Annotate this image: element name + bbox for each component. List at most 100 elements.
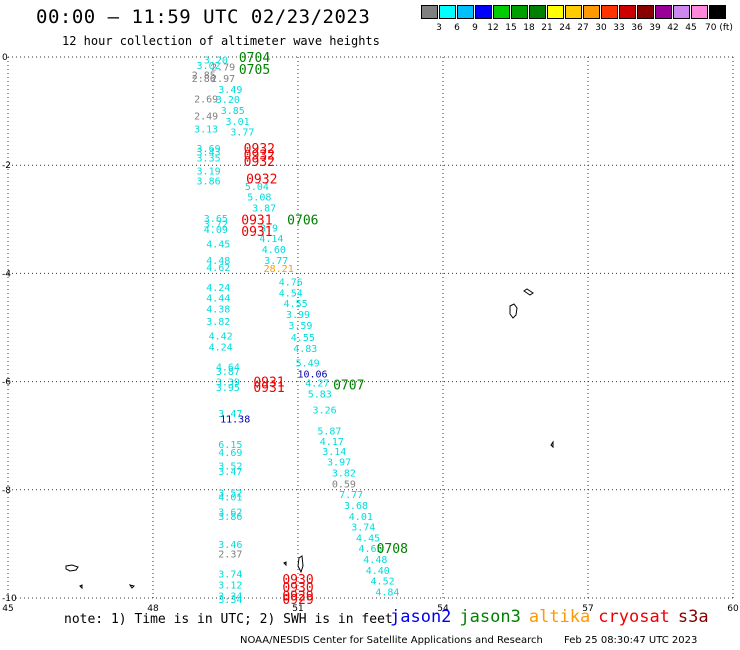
y-tick-label: -2 [2, 161, 11, 171]
wave-height-value: 4.69 [218, 448, 242, 459]
wave-height-value: 5.04 [245, 182, 269, 193]
island-small-2 [128, 584, 135, 589]
colorbar-label: 42 [667, 23, 679, 33]
wave-height-value: 4.83 [293, 344, 317, 355]
colorbar-swatch [691, 5, 708, 19]
wave-height-value: 10.06 [297, 369, 327, 380]
colorbar-label: 3 [436, 23, 442, 33]
wave-height-value: 11.38 [220, 414, 250, 425]
wave-height-value: 4.01 [218, 492, 242, 503]
colorbar-label: 45 [685, 23, 697, 33]
wave-height-value: 3.13 [194, 124, 218, 135]
colorbar-swatch [493, 5, 510, 19]
legend-jason2: jason2 [390, 607, 452, 627]
pass-time-label: 0932 [246, 173, 277, 188]
y-tick-label: 0 [2, 53, 8, 63]
wave-height-value: 5.87 [317, 426, 341, 437]
pass-time-label: 0932 [244, 148, 275, 163]
wave-height-value: 3.85 [221, 106, 245, 117]
wave-height-value: 4.55 [291, 333, 315, 344]
satellite-legend: jason2 jason3 altika cryosat s3a [390, 607, 717, 627]
wave-height-value: 3.35 [197, 154, 221, 165]
y-tick-label: -10 [2, 594, 17, 604]
wave-height-value: 4.48 [363, 555, 387, 566]
wave-height-value: 4.24 [206, 283, 230, 294]
legend-cryosat: cryosat [598, 607, 670, 627]
island-small-3 [283, 561, 287, 567]
colorbar-swatch [529, 5, 546, 19]
coastline-islands [65, 288, 554, 590]
x-tick-label: 60 [727, 604, 739, 614]
x-tick-label: 57 [582, 604, 593, 614]
colorbar-swatch [601, 5, 618, 19]
pass-time-label: 0932 [244, 142, 275, 157]
wave-height-value: 3.34 [218, 595, 242, 606]
colorbar-label: 12 [487, 23, 499, 33]
wave-height-value: 4.52 [371, 577, 395, 588]
colorbar-label: 36 [631, 23, 643, 33]
colorbar-swatch [511, 5, 528, 19]
wave-height-value: 4.24 [209, 342, 233, 353]
map-grid [7, 56, 734, 599]
colorbar-label: 15 [505, 23, 517, 33]
y-tick-label: -8 [2, 486, 11, 496]
wave-height-value: 5.08 [247, 193, 271, 204]
pass-time-label: 0929 [282, 589, 313, 604]
wave-height-value: 4.54 [279, 288, 303, 299]
wave-height-value: 3.77 [230, 128, 254, 139]
colorbar-swatch [421, 5, 438, 19]
x-tick-label: 54 [437, 604, 449, 614]
wave-height-value: 3.86 [197, 176, 221, 187]
wave-height-value: 2.69 [194, 95, 218, 106]
colorbar-label: 33 [613, 23, 625, 33]
wave-height-value: 3.9 [260, 223, 278, 234]
wave-height-value: 2.49 [194, 111, 218, 122]
wave-height-value: 3.87 [216, 367, 240, 378]
colorbar-label: 39 [649, 23, 661, 33]
wave-height-value: 4.76 [279, 278, 303, 289]
wave-height-value: 4.62 [206, 263, 230, 274]
colorbar-swatch [457, 5, 474, 19]
wave-height-value: 4.09 [204, 225, 228, 236]
wave-height-value: 3.19 [197, 167, 221, 178]
credit-timestamp: Feb 25 08:30:47 UTC 2023 [564, 635, 698, 646]
wave-height-value: 4.48 [206, 256, 230, 267]
colorbar-swatch [637, 5, 654, 19]
wave-height-value: 3.49 [218, 85, 242, 96]
pass-time-label: 0930 [282, 581, 313, 596]
wave-height-value: 4.84 [375, 588, 399, 599]
x-tick-label: 45 [2, 604, 13, 614]
island-seychelles-mahe [509, 303, 518, 319]
pass-time-label: 0708 [377, 542, 408, 557]
wave-height-value: 4.55 [284, 299, 308, 310]
colorbar-swatch [565, 5, 582, 19]
wave-height-value: 3.68 [344, 501, 368, 512]
colorbar-label: 27 [577, 23, 589, 33]
wave-height-value: 3.43 [197, 148, 221, 159]
colorbar-label: 18 [523, 23, 535, 33]
satellite-pass-times: 0704070509320932093209320931093107060931… [239, 51, 408, 608]
wave-height-value: 4.60 [262, 245, 286, 256]
colorbar-label: 30 [595, 23, 607, 33]
island-agalega [550, 440, 554, 449]
colorbar-swatch [655, 5, 672, 19]
island-aldabra [65, 564, 79, 572]
wave-height-value: 6.15 [218, 440, 242, 451]
colorbar-swatch [619, 5, 636, 19]
pass-time-label: 0929 [282, 593, 313, 608]
wave-height-value: 3.52 [218, 489, 242, 500]
wave-height-value: 0.59 [332, 479, 356, 490]
colorbar-swatch [583, 5, 600, 19]
wave-height-value: 7.77 [339, 490, 363, 501]
wave-height-value: 3.69 [197, 144, 221, 155]
pass-time-label: 0930 [282, 573, 313, 588]
pass-time-label: 0931 [241, 213, 272, 228]
island-small-1 [79, 584, 83, 590]
island-coetivy [297, 555, 304, 574]
colorbar-swatch [547, 5, 564, 19]
pass-time-label: 0931 [253, 376, 284, 391]
wave-height-value: 3.47 [218, 409, 242, 420]
pass-time-label: 0705 [239, 63, 270, 78]
note-text: note: 1) Time is in UTC; 2) SWH is in fe… [64, 612, 393, 627]
wave-height-value: 2.85 [192, 70, 216, 81]
